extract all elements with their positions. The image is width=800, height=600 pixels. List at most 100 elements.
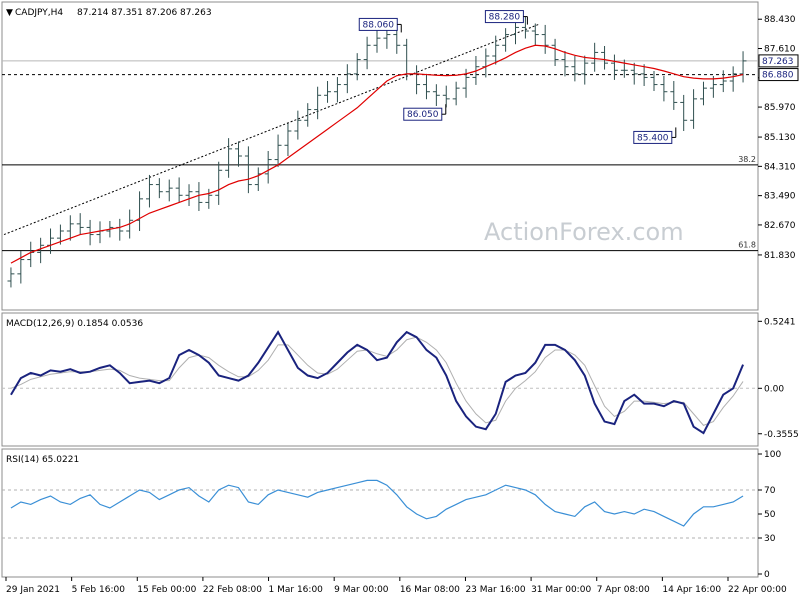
candle	[630, 62, 638, 85]
price-tick-label: 85.970	[764, 103, 796, 113]
candle	[729, 66, 737, 92]
price-tick-label: 88.430	[764, 15, 796, 25]
candle	[521, 16, 529, 39]
annotation-label: 85.400	[637, 133, 669, 143]
candle	[432, 84, 440, 106]
candle	[561, 51, 569, 77]
rsi-tick-label: 50	[764, 510, 776, 520]
candle	[195, 182, 203, 211]
candle	[215, 161, 223, 205]
price-tick-label: 81.830	[764, 251, 796, 261]
rsi-tick-label: 100	[764, 450, 781, 460]
candle	[680, 94, 688, 131]
candle	[353, 53, 361, 81]
candle	[205, 188, 213, 209]
candle	[185, 184, 193, 206]
price-grid: 38.2 61.8	[2, 23, 758, 252]
candle	[304, 103, 312, 127]
candle	[264, 151, 272, 184]
annotation-label: 86.050	[407, 110, 439, 120]
x-tick-label: 5 Feb 16:00	[72, 585, 126, 595]
price-axis: 88.43087.61086.79085.97085.13084.31083.4…	[758, 15, 799, 261]
chart-header-arrow: ▼	[6, 8, 13, 18]
candle	[541, 24, 549, 54]
candle	[225, 138, 233, 178]
candle	[363, 36, 371, 70]
price-tick-label: 85.130	[764, 133, 796, 143]
price-tick-label: 83.490	[764, 192, 796, 202]
candle	[274, 134, 282, 168]
macd-panel-frame	[1, 312, 759, 447]
candle	[7, 267, 15, 288]
current-price-label: 87.263	[762, 57, 794, 67]
candle	[66, 215, 74, 241]
chart-ohlc: 87.214 87.351 87.206 87.263	[77, 8, 212, 18]
macd-main-line	[10, 330, 744, 435]
price-tick-label: 87.610	[764, 45, 796, 55]
rsi-tick-label: 0	[764, 570, 770, 580]
candle	[373, 27, 381, 53]
rsi-line	[10, 479, 744, 527]
x-tick-label: 14 Apr 16:00	[662, 585, 721, 595]
price-ma	[10, 44, 744, 264]
candle	[591, 42, 599, 72]
x-tick-label: 23 Mar 16:00	[465, 585, 525, 595]
rsi-title: RSI(14) 65.0221	[6, 455, 79, 465]
candle	[37, 237, 45, 264]
chart-symbol: CADJPY,H4	[15, 8, 63, 18]
x-tick-label: 9 Mar 00:00	[334, 585, 389, 595]
dashed-level-label: 86.880	[762, 71, 794, 81]
macd-tick-label: -0.3555	[764, 430, 799, 440]
macd-title: MACD(12,26,9) 0.1854 0.0536	[6, 319, 143, 329]
candle	[690, 89, 698, 129]
x-tick-label: 1 Mar 16:00	[269, 585, 324, 595]
x-tick-label: 29 Jan 2021	[6, 585, 60, 595]
rsi-tick-label: 70	[764, 486, 776, 496]
candle	[17, 251, 25, 284]
candle	[719, 70, 727, 93]
candle	[551, 38, 559, 66]
price-annotations: 88.060 88.280 86.050 85.400	[358, 10, 677, 144]
candle	[601, 46, 609, 70]
rsi-tick-label: 30	[764, 534, 776, 544]
macd-signal-line	[10, 336, 744, 426]
candle	[155, 178, 163, 199]
candle	[145, 174, 153, 208]
candle	[571, 56, 579, 82]
candle	[581, 55, 589, 85]
macd-tick-label: 0.5241	[764, 317, 796, 327]
candle	[610, 54, 618, 80]
candle	[650, 71, 658, 91]
price-candles	[7, 16, 747, 288]
macd-tick-label: 0.00	[764, 384, 784, 394]
candle	[512, 18, 519, 45]
rsi-panel-frame	[1, 448, 759, 578]
candle	[235, 141, 242, 167]
candle	[531, 23, 539, 46]
price-tick-label: 82.670	[764, 221, 796, 231]
candle	[709, 76, 717, 98]
x-axis: 29 Jan 2021 5 Feb 16:00 15 Feb 00:00 22 Feb…	[5, 577, 787, 595]
candle	[284, 123, 292, 156]
rsi-layer: 100 70 50 30 0	[2, 450, 781, 580]
candle	[324, 81, 331, 103]
candle	[423, 73, 430, 100]
candle	[294, 110, 302, 140]
macd-layer: 0.5241 0.00 -0.3555	[2, 317, 799, 440]
candle	[660, 76, 668, 102]
price-tick-label: 84.310	[764, 162, 796, 172]
current-price-label-box	[758, 54, 799, 68]
annotation-label: 88.280	[489, 13, 521, 23]
x-tick-label: 7 Apr 08:00	[597, 585, 650, 595]
candle	[640, 64, 648, 86]
candle	[452, 81, 460, 106]
candle	[314, 86, 322, 120]
candle	[244, 146, 252, 194]
candle	[333, 77, 341, 103]
x-tick-label: 31 Mar 00:00	[531, 585, 591, 595]
candle	[175, 177, 183, 203]
fib-level-label: 61.8	[738, 241, 756, 250]
watermark: ActionForex.com	[484, 218, 684, 246]
x-tick-label: 15 Feb 00:00	[137, 585, 196, 595]
